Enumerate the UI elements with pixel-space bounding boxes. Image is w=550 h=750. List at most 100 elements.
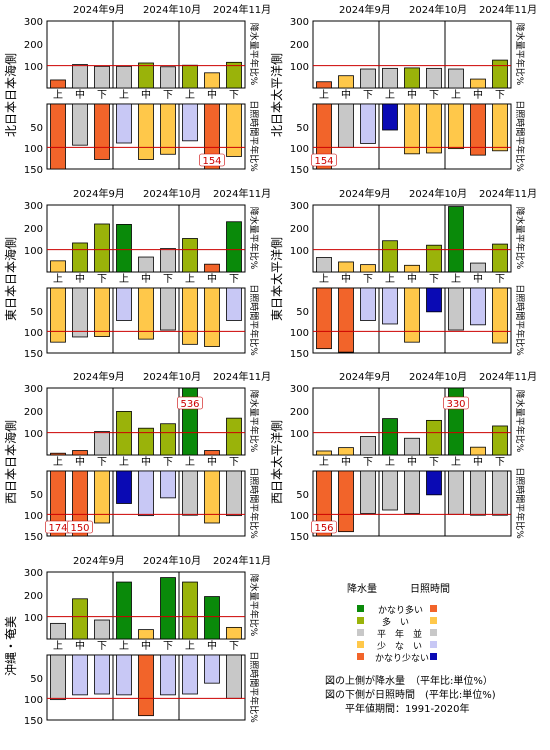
p6-period-label: 下 xyxy=(363,457,373,468)
p6-precip-value-label-box xyxy=(443,396,469,410)
p6-precip-tick: 300 xyxy=(290,384,309,395)
p3-period-label: 上 xyxy=(53,273,63,285)
p3-region-title: 東日本日本海側 xyxy=(3,237,18,321)
p7-precip-bar xyxy=(138,629,154,640)
p6-sun-bar xyxy=(338,470,354,533)
p6-sun-tick: 100 xyxy=(290,511,309,522)
p7-month-label: 2024年10月 xyxy=(143,554,201,567)
p4-precip-bar xyxy=(316,257,332,273)
legend-sun-vmany-swatch xyxy=(430,605,437,612)
p6-sun-bar xyxy=(316,470,332,537)
legend-label-normal: 平 年 並 xyxy=(377,630,423,640)
p6-precip-bar xyxy=(404,437,420,456)
p4-month-label: 2024年10月 xyxy=(409,187,467,200)
p3-sun-bar xyxy=(204,287,220,347)
p5-sun-tick: 100 xyxy=(24,511,43,522)
p5-period-label: 下 xyxy=(163,457,173,468)
p1-period-label: 上 xyxy=(53,89,63,101)
p2-sun-value-label-box xyxy=(311,153,337,167)
p5-month-label: 2024年9月 xyxy=(73,370,125,383)
p3-period-label: 中 xyxy=(141,272,151,285)
p4-precip-bar xyxy=(338,261,354,273)
p3-precip-bar xyxy=(72,242,88,273)
legend-precip-normal-swatch xyxy=(357,629,364,636)
p2-sun-bar xyxy=(492,103,508,152)
p7-period-label: 下 xyxy=(163,641,173,652)
p1-period-label: 上 xyxy=(185,89,195,101)
p3-precip-axis-label: 降水量平年比% xyxy=(248,207,260,270)
p4-period-label: 中 xyxy=(407,272,417,285)
p7-precip-tick: 200 xyxy=(24,591,43,602)
p5-month-label: 2024年11月 xyxy=(213,370,271,383)
p5-sun-value-label: 150 xyxy=(70,523,89,534)
p6-sun-bar xyxy=(448,470,464,515)
p2-period-label: 中 xyxy=(341,88,351,101)
p4-precip-tick: 200 xyxy=(290,224,309,235)
p6-precip-axis-label: 降水量平年比% xyxy=(514,390,526,453)
p2-precip-bar xyxy=(492,59,508,89)
p2-sun-value-label: 154 xyxy=(314,156,333,167)
p7-region-title: 沖縄・奄美 xyxy=(3,616,18,676)
p5-region-title: 西日本日本海側 xyxy=(3,420,18,504)
p1-sun-bar xyxy=(182,103,198,142)
p3-sun-bar xyxy=(226,287,242,321)
p2-precip-tick: 200 xyxy=(290,40,309,51)
p6-region-title: 西日本太平洋側 xyxy=(269,420,284,504)
p6-precip-tick: 100 xyxy=(290,429,309,440)
legend-sun-normal-swatch xyxy=(430,629,437,636)
p6-precip-bar xyxy=(360,436,376,456)
p7-month-label: 2024年11月 xyxy=(213,554,271,567)
p4-sun-bar xyxy=(426,287,442,313)
p2-sun-bar xyxy=(338,103,354,148)
p1-precip-bar xyxy=(50,79,66,89)
p2-precip-tick: 300 xyxy=(290,17,309,28)
p1-sun-bar xyxy=(72,103,88,146)
p2-period-label: 中 xyxy=(407,88,417,101)
p4-sun-axis-label: 日照時間平年比% xyxy=(514,284,526,356)
p1-month-label: 2024年9月 xyxy=(73,3,125,16)
p7-sun-tick: 100 xyxy=(24,695,43,706)
p4-precip-bar xyxy=(426,244,442,273)
p6-period-label: 上 xyxy=(319,456,329,468)
legend-sun-header: 日照時間 xyxy=(410,584,450,595)
p4-month-label: 2024年11月 xyxy=(479,187,537,200)
p2-sun-tick: 50 xyxy=(296,123,309,134)
p3-sun-bar xyxy=(72,287,88,338)
p3-sun-tick: 150 xyxy=(24,349,43,360)
p2-region-title: 北日本太平洋側 xyxy=(269,53,284,137)
p3-month-label: 2024年9月 xyxy=(73,187,125,200)
p6-precip-value-label: 330 xyxy=(446,399,465,410)
p6-sun-bar xyxy=(492,470,508,516)
p2-precip-bar xyxy=(360,68,376,89)
p5-precip-value-label: 536 xyxy=(180,399,199,410)
p7-period-label: 下 xyxy=(97,641,107,652)
p1-sun-bar xyxy=(226,103,242,157)
p5-sun-bar xyxy=(94,470,110,524)
p4-period-label: 下 xyxy=(495,274,505,285)
p2-sun-bar xyxy=(470,103,486,156)
p1-precip-bar xyxy=(182,64,198,89)
p1-precip-bar xyxy=(204,72,220,89)
p4-precip-bar xyxy=(360,264,376,273)
p3-sun-bar xyxy=(50,287,66,343)
legend-label-vmany: かなり多い xyxy=(378,606,424,616)
p3-precip-bar xyxy=(226,221,242,273)
p6-sun-bar xyxy=(360,470,376,514)
p4-sun-tick: 100 xyxy=(290,328,309,339)
p7-period-label: 中 xyxy=(207,639,217,652)
p6-month-label: 2024年9月 xyxy=(339,370,391,383)
p5-period-label: 上 xyxy=(119,456,129,468)
p7-sun-bar xyxy=(226,654,242,699)
p5-period-label: 下 xyxy=(229,457,239,468)
p5-precip-bar xyxy=(160,423,176,456)
p7-period-label: 中 xyxy=(141,639,151,652)
p6-precip-bar xyxy=(382,418,398,456)
p4-sun-bar xyxy=(338,287,354,353)
p3-precip-bar xyxy=(182,238,198,273)
p6-sun-axis-label: 日照時間平年比% xyxy=(514,467,526,539)
p5-precip-bar xyxy=(72,450,88,456)
p3-period-label: 中 xyxy=(75,272,85,285)
p1-period-label: 中 xyxy=(207,88,217,101)
p5-period-label: 下 xyxy=(97,457,107,468)
p3-month-label: 2024年10月 xyxy=(143,187,201,200)
